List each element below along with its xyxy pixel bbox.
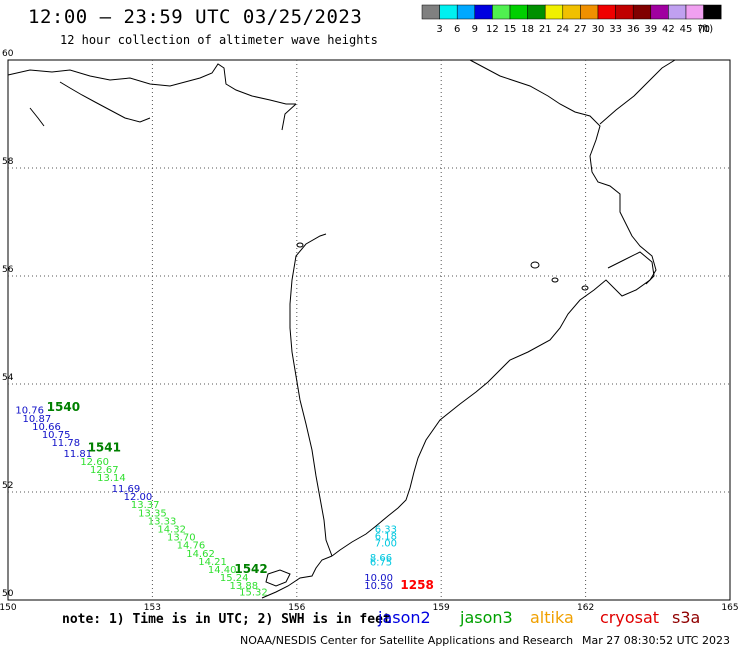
wave-height-point: 11.69 [112,484,141,495]
legend-label: 33 [609,24,622,35]
wave-height-point: 12.60 [80,457,109,468]
island [530,261,540,269]
legend-label: 15 [504,24,517,35]
color-legend: 3 6 9 12 15 18 21 24 27 30 33 36 39 42 45 70(ft) [421,4,722,35]
footer-timestamp: Mar 27 08:30:52 UTC 2023 [582,634,730,647]
wave-height-point: 15.32 [239,588,268,599]
pass-time-label: 1540 [47,400,80,414]
legend-label: 9 [472,24,478,35]
wave-height-point: 13.14 [97,473,126,484]
coastline [59,81,151,123]
wave-height-point: 12.67 [90,465,119,476]
legend-label: 36 [627,24,640,35]
y-tick-label: 50 [2,589,14,599]
wave-height-point: 12.00 [124,492,153,503]
wave-height-point: 10.50 [364,581,393,592]
wave-height-point: 11.78 [51,438,80,449]
pass-time-label: 1258 [400,578,433,592]
legend-label: 27 [574,24,587,35]
legend-label: 45 [680,24,693,35]
footer-credit: NOAA/NESDIS Center for Satellite Applica… [240,634,574,647]
x-tick-label: 156 [288,603,305,613]
wave-height-point: 7.00 [375,539,397,550]
wave-height-point: 13.35 [138,508,167,519]
pass-time-label: 1541 [88,441,121,455]
legend-label: 70 [697,24,710,35]
coastline [607,251,655,285]
wave-height-point: 13.37 [131,500,160,511]
coastline [261,555,333,599]
coastline [331,59,657,557]
footer-note: note: 1) Time is in UTC; 2) SWH is in fe… [62,612,391,627]
legend-label: 18 [521,24,534,35]
y-tick-label: 58 [2,157,14,167]
wave-height-point: 14.62 [186,549,215,560]
legend-label: 3 [436,24,442,35]
legend-label: 6 [454,24,460,35]
coastline [29,107,45,127]
wave-height-point: 13.88 [230,581,259,592]
x-tick-label: 153 [144,603,161,613]
satellite-s3a: s3a [672,608,701,627]
wave-height-point: 8.66 [370,553,392,564]
y-tick-label: 52 [2,481,13,491]
island [296,242,304,248]
wave-height-point: 10.87 [23,414,52,425]
coastline [281,103,297,131]
wave-height-point: 11.81 [63,449,92,460]
legend-label: 24 [556,24,569,35]
wave-height-point: 14.21 [198,557,227,568]
map-frame [7,59,731,601]
y-tick-label: 56 [2,265,14,275]
legend-label: 12 [486,24,499,35]
legend-swatch [703,4,722,20]
wave-height-point: 10.00 [364,573,393,584]
wave-height-point: 10.75 [42,430,71,441]
wave-height-point: 10.66 [32,422,61,433]
legend-label: 42 [662,24,675,35]
y-tick-label: 60 [2,49,14,59]
pass-time-label: 1542 [234,562,267,576]
legend-label: 21 [539,24,552,35]
wave-height-point: 14.40 [208,565,237,576]
island [551,277,559,283]
island [581,285,589,291]
x-tick-label: 165 [721,603,738,613]
coastline [599,59,676,125]
x-tick-label: 150 [0,603,17,613]
satellite-jason3: jason3 [460,608,513,627]
wave-height-point: 13.33 [148,516,177,527]
coastline [7,63,296,105]
legend-label: 39 [644,24,657,35]
wave-height-point: 6.75 [370,557,392,568]
x-tick-label: 159 [433,603,450,613]
x-tick-label: 162 [577,603,594,613]
legend-label: 30 [592,24,605,35]
wave-height-point: 6.33 [375,525,397,536]
wave-height-point: 14.32 [157,525,186,536]
satellite-altika: altika [530,608,574,627]
coastline [289,233,333,557]
wave-height-point: 15.24 [220,573,249,584]
satellite-cryosat: cryosat [600,608,660,627]
wave-height-point: 14.76 [177,541,206,552]
coastline [265,569,291,587]
satellite-jason2: jason2 [378,608,431,627]
page-title: 12:00 – 23:59 UTC 03/25/2023 [28,6,363,28]
page-subtitle: 12 hour collection of altimeter wave hei… [60,33,378,47]
legend-unit: (ft) [698,24,713,35]
wave-height-point: 10.76 [15,406,44,417]
y-tick-label: 54 [2,373,14,383]
wave-height-point: 6.18 [375,532,397,543]
wave-height-point: 13.70 [167,533,196,544]
